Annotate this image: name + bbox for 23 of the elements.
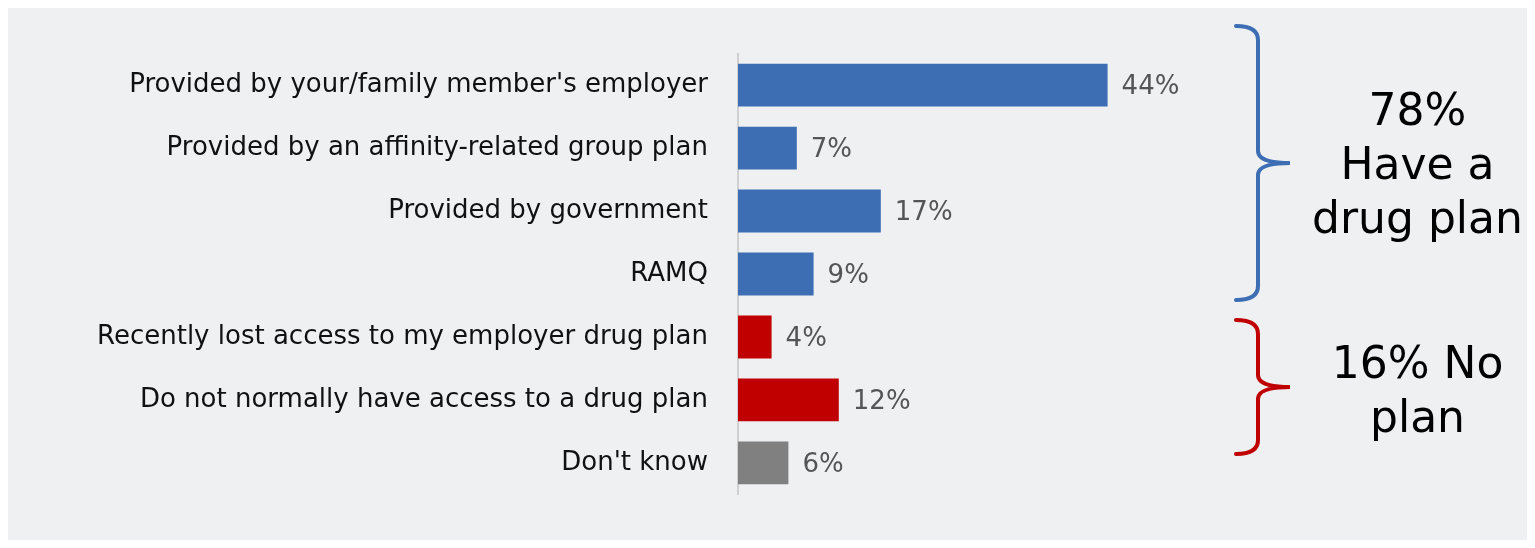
data-label: 17% [894,195,953,226]
data-label: 7% [810,132,853,163]
bar [738,252,814,296]
text: 78% Have a drug plan [1311,83,1524,245]
y-tick-label: Don't know [561,445,708,476]
bar [738,315,772,359]
text: 16% No plan [1330,336,1505,444]
y-tick-label: Provided by your/family member's employer [129,67,709,98]
data-label: 4% [785,321,827,352]
y-tick-label: RAMQ [630,256,708,287]
bar [738,63,1108,107]
data-label: 44% [1121,69,1180,100]
y-tick-label: Provided by government [388,193,708,224]
bar [738,378,839,422]
data-label: 6% [802,447,844,478]
bar [738,189,881,233]
y-tick-label: Do not normally have access to a drug plan [139,382,708,413]
y-tick-label: Recently lost access to my employer drug plan [97,319,708,350]
bar [738,441,789,485]
bar [738,126,797,170]
y-tick-label: Provided by an affinity-related group plan [166,130,708,161]
data-label: 9% [827,258,869,289]
data-label: 12% [852,384,911,415]
